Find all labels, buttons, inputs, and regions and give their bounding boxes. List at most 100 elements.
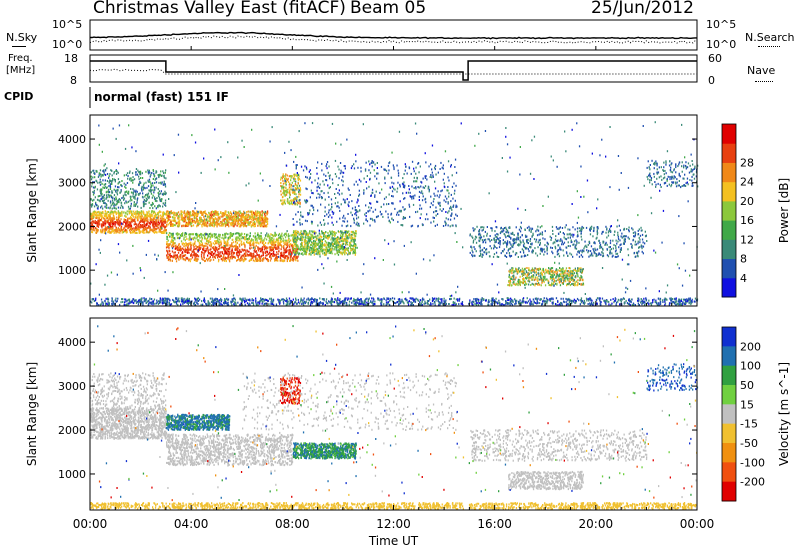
power-cell <box>154 178 156 181</box>
power-cell <box>132 213 134 216</box>
power-cell <box>106 217 109 220</box>
power-cell <box>181 235 183 237</box>
power-cell <box>125 186 127 189</box>
power-cell <box>231 254 233 257</box>
power-cell <box>258 237 260 240</box>
power-cell <box>152 225 154 228</box>
power-cell <box>411 185 413 188</box>
power-cell <box>219 241 221 244</box>
power-cell <box>291 175 293 178</box>
power-cell <box>184 216 186 219</box>
power-cell <box>103 199 105 202</box>
power-cell <box>224 240 226 243</box>
power-cell <box>168 256 170 259</box>
power-cell <box>450 165 452 168</box>
power-cell <box>113 197 116 200</box>
power-cell <box>139 192 141 195</box>
power-cell <box>298 253 300 256</box>
power-cell <box>280 258 282 261</box>
power-cell <box>124 202 126 205</box>
power-cell <box>150 182 152 185</box>
power-cell <box>250 218 252 221</box>
power-cell <box>174 212 176 215</box>
power-cell <box>109 180 112 182</box>
power-cell <box>157 192 159 194</box>
power-cell <box>253 216 255 219</box>
power-cell <box>175 232 177 235</box>
power-cell <box>188 242 190 245</box>
power-cell <box>256 219 258 222</box>
power-cell <box>341 179 343 182</box>
power-cell <box>179 213 181 216</box>
power-cell <box>309 176 311 179</box>
power-cell <box>283 190 285 193</box>
power-cell <box>214 216 217 219</box>
power-cell <box>150 189 152 192</box>
power-cell <box>192 249 195 252</box>
power-cell <box>210 253 212 256</box>
power-cell <box>109 231 111 233</box>
power-cell <box>136 219 139 222</box>
power-cell <box>190 258 192 261</box>
power-cell <box>263 243 265 246</box>
power-cell <box>255 235 257 238</box>
power-cell <box>308 231 311 234</box>
power-cell <box>256 214 259 217</box>
power-cell <box>174 214 176 217</box>
power-cell <box>328 236 330 239</box>
power-cell <box>187 215 189 218</box>
power-cell <box>321 232 323 235</box>
power-cell <box>118 186 120 189</box>
power-cell <box>157 224 159 227</box>
power-cell <box>292 257 294 260</box>
power-cell <box>312 237 315 239</box>
power-cell <box>115 170 117 172</box>
power-cell <box>284 236 287 239</box>
power-cell <box>163 172 165 174</box>
power-cell <box>130 191 133 194</box>
power-cell <box>203 224 205 226</box>
power-cell <box>169 259 171 262</box>
power-cell <box>279 259 281 262</box>
power-cell <box>241 219 243 222</box>
power-cell <box>209 214 211 217</box>
power-cell <box>329 250 331 253</box>
power-cell <box>290 199 292 202</box>
power-cell <box>258 211 260 214</box>
power-cell <box>246 214 248 217</box>
power-cell <box>175 214 178 217</box>
power-cell <box>254 236 256 239</box>
power-cell <box>333 248 335 251</box>
power-cell <box>145 202 147 205</box>
power-cell <box>129 178 131 181</box>
power-cell <box>177 215 179 218</box>
power-cell <box>119 199 121 202</box>
power-cell <box>286 260 288 263</box>
power-cell <box>182 220 185 223</box>
power-cell <box>97 181 99 184</box>
power-cell <box>193 214 195 217</box>
power-cell <box>424 185 427 188</box>
power-cell <box>137 226 139 229</box>
power-cell <box>98 222 100 225</box>
power-cell <box>327 250 329 253</box>
power-cell <box>117 212 119 215</box>
power-cell <box>117 171 119 174</box>
power-cell <box>334 246 336 249</box>
power-cell <box>231 244 233 247</box>
power-cell <box>316 251 318 254</box>
power-cell <box>129 177 131 180</box>
power-cell <box>322 250 324 253</box>
power-cell <box>172 212 174 215</box>
power-cell <box>220 220 222 223</box>
power-cell <box>240 223 243 226</box>
power-cell <box>351 214 353 217</box>
power-cell <box>316 196 318 199</box>
power-cell <box>136 210 138 213</box>
power-cell <box>114 210 116 213</box>
power-cell <box>348 230 350 233</box>
power-cell <box>130 210 132 213</box>
power-cell <box>446 197 448 200</box>
power-cell <box>138 229 140 232</box>
power-cell <box>136 190 138 193</box>
